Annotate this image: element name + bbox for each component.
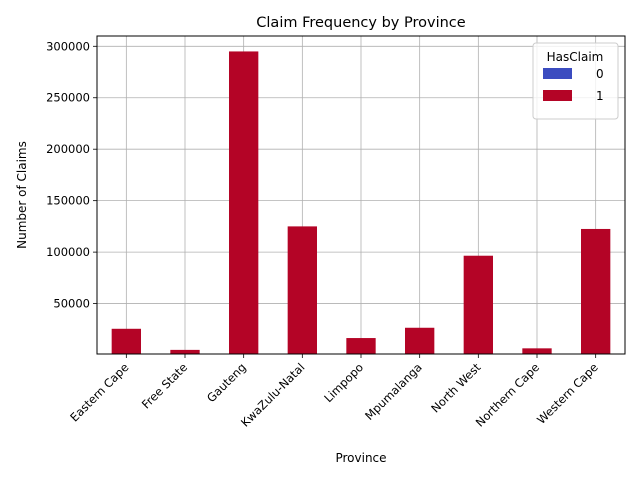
y-tick-label: 100000: [46, 245, 90, 259]
x-tick-label: Mpumalanga: [362, 360, 425, 423]
legend-label-1: 1: [596, 89, 604, 103]
bar-series-1: [111, 328, 141, 354]
bar-series-1: [405, 327, 435, 354]
x-axis-label: Province: [335, 451, 386, 465]
bar-series-1: [346, 338, 376, 354]
bar-series-1: [463, 255, 493, 354]
x-tick-label: North West: [428, 360, 484, 416]
legend-swatch-0: [543, 68, 572, 79]
y-axis-ticks: 50000 100000 150000 200000 250000 300000: [46, 39, 97, 311]
legend-label-0: 0: [596, 67, 604, 81]
x-tick-label: Free State: [139, 360, 190, 411]
bar-series-1: [170, 349, 200, 354]
x-tick-label: Limpopo: [321, 360, 366, 405]
bars: [111, 51, 611, 355]
legend-title: HasClaim: [547, 50, 604, 64]
bar-series-1: [522, 348, 552, 354]
x-tick-label: Western Cape: [534, 360, 601, 427]
x-tick-label: Eastern Cape: [67, 360, 131, 424]
x-tick-label: Gauteng: [204, 360, 249, 405]
bar-series-1: [287, 226, 317, 354]
y-tick-label: 300000: [46, 39, 90, 53]
y-axis-label: Number of Claims: [15, 141, 29, 249]
x-tick-label: KwaZulu-Natal: [238, 360, 307, 429]
y-tick-label: 150000: [46, 194, 90, 208]
y-tick-label: 50000: [53, 297, 90, 311]
chart-title: Claim Frequency by Province: [256, 15, 465, 31]
bar-series-1: [229, 51, 259, 355]
legend-swatch-1: [543, 90, 572, 101]
x-tick-label: Northern Cape: [473, 360, 542, 429]
y-tick-label: 200000: [46, 142, 90, 156]
bar-series-1: [581, 228, 611, 354]
x-axis-ticks: Eastern Cape Free State GautengKwaZulu-Nat…: [67, 354, 601, 430]
legend: HasClaim 0 1: [532, 42, 619, 120]
y-tick-label: 250000: [46, 91, 90, 105]
